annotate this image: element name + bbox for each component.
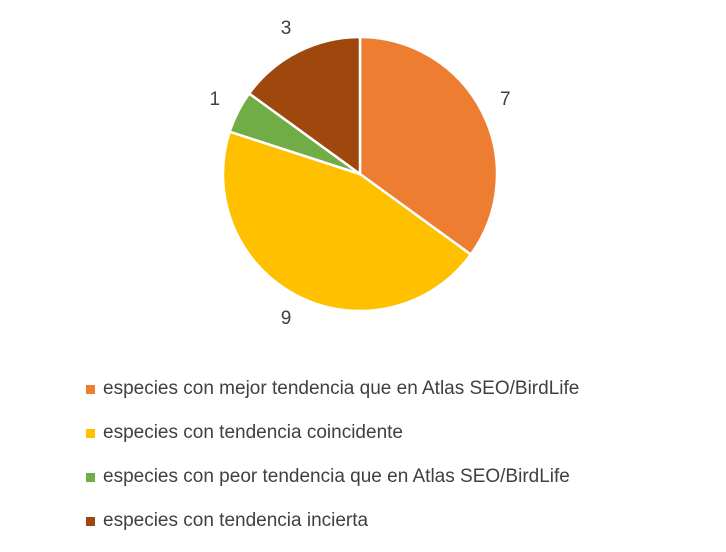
pie-slice (221, 130, 473, 313)
legend-swatch (86, 428, 95, 438)
slice-data-label: 1 (209, 89, 220, 110)
slice-data-label: 3 (281, 18, 292, 39)
legend-label: especies con mejor tendencia que en Atla… (103, 378, 580, 399)
legend-swatch (86, 472, 95, 482)
legend-item-tendencia-coincidente: especies con tendencia coincidente (86, 420, 579, 446)
legend-label: especies con peor tendencia que en Atlas… (103, 466, 570, 487)
pie-chart: 7 9 1 3 (209, 18, 511, 329)
legend: especies con mejor tendencia que en Atla… (86, 376, 579, 552)
legend-item-tendencia-incierta: especies con tendencia incierta (86, 508, 579, 534)
pie-slice (358, 35, 499, 256)
legend-label: especies con tendencia incierta (103, 510, 369, 531)
pie-slice (247, 35, 362, 176)
legend-label: especies con tendencia coincidente (103, 422, 403, 443)
legend-item-peor-tendencia: especies con peor tendencia que en Atlas… (86, 464, 579, 490)
slice-data-label: 9 (281, 308, 292, 329)
legend-swatch (86, 516, 95, 526)
legend-item-mejor-tendencia: especies con mejor tendencia que en Atla… (86, 376, 579, 402)
legend-swatch (86, 384, 95, 394)
slice-data-label: 7 (500, 89, 511, 110)
